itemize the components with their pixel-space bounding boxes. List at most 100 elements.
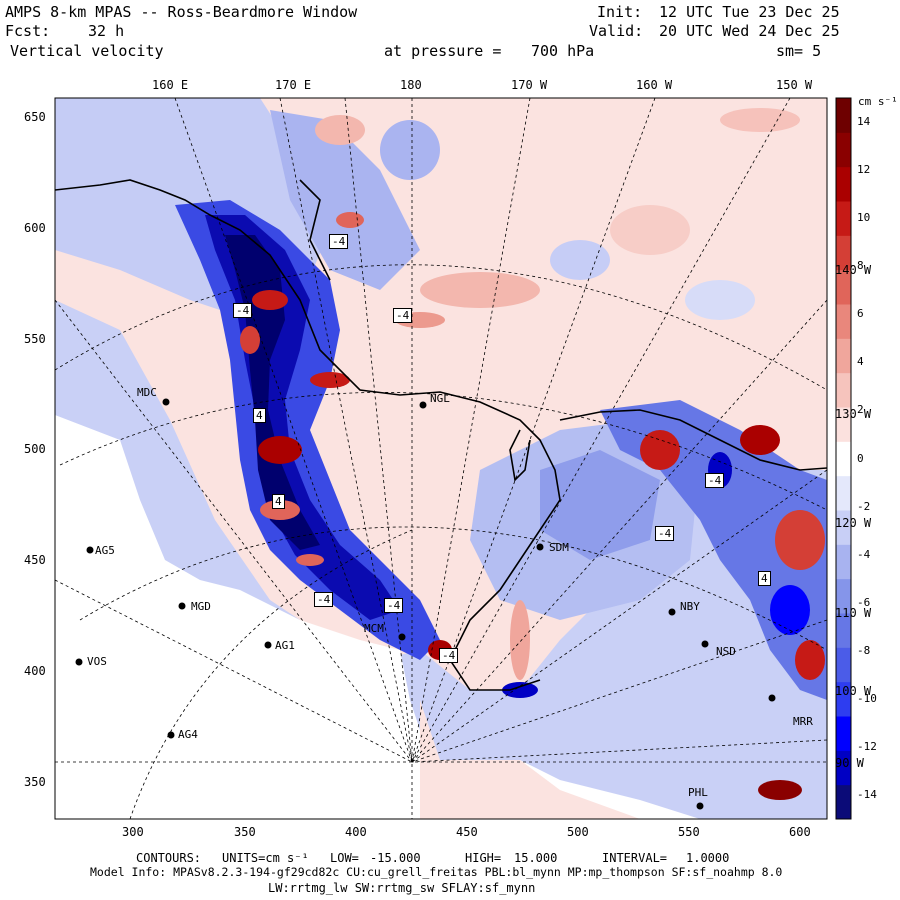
station-dot	[536, 543, 544, 551]
interval-value: 1.0000	[686, 851, 730, 865]
plot-frame	[54, 97, 828, 820]
y-tick: 400	[24, 664, 46, 678]
colorbar-label: 0	[857, 451, 864, 465]
x-tick: 350	[234, 825, 256, 839]
contours-label: CONTOURS:	[136, 851, 202, 865]
colorbar-label: -12	[857, 739, 877, 753]
colorbar-swatch	[836, 441, 851, 477]
station-label: NSD	[716, 645, 736, 658]
station-dot	[768, 694, 776, 702]
colorbar-label: -2	[857, 499, 871, 513]
lon-label-100w: 100 W	[835, 684, 872, 698]
station-dot	[162, 398, 170, 406]
station-label: AG1	[275, 639, 295, 652]
lon-label-170e: 170 E	[275, 78, 312, 92]
contour-label: -4	[655, 526, 675, 541]
station-dot	[696, 802, 704, 810]
x-tick: 600	[789, 825, 811, 839]
colorbar-swatch	[836, 98, 851, 133]
station-label: AG5	[95, 544, 115, 557]
lon-label-160w: 160 W	[636, 78, 673, 92]
level-label: at pressure =	[384, 42, 502, 60]
colorbar-label: 10	[857, 211, 871, 225]
colorbar-label: 12	[857, 163, 871, 177]
colorbar-label: -14	[857, 787, 877, 801]
x-tick: 450	[456, 825, 478, 839]
valid-value: 20 UTC Wed 24 Dec 25	[659, 22, 840, 40]
y-tick: 550	[24, 332, 46, 346]
colorbar-label: -10	[857, 691, 877, 705]
station-label: VOS	[87, 655, 107, 668]
contour-label: -4	[393, 308, 413, 323]
x-tick: 300	[122, 825, 144, 839]
station-dot	[398, 633, 406, 641]
station-label: PHL	[688, 786, 708, 799]
low-label: LOW=	[330, 851, 359, 865]
colorbar-swatch	[836, 578, 851, 614]
y-tick: 500	[24, 442, 46, 456]
station-label: NGL	[430, 392, 450, 405]
low-value: -15.000	[370, 851, 421, 865]
fcst-value: 32 h	[88, 22, 125, 40]
lon-label-120w: 120 W	[835, 516, 872, 530]
colorbar-unit: cm s⁻¹	[858, 95, 898, 108]
station-dot	[167, 731, 175, 739]
colorbar-swatch	[836, 166, 851, 202]
contour-label: -4	[233, 303, 253, 318]
contour-label: -4	[384, 598, 404, 613]
model-info: Model Info: MPASv8.2.3-194-gf29cd82c CU:…	[90, 865, 783, 879]
high-value: 15.000	[514, 851, 558, 865]
station-dot	[419, 401, 427, 409]
colorbar-label: 6	[857, 307, 864, 321]
lon-label-130w: 130 W	[835, 407, 872, 421]
colorbar-swatch	[836, 510, 851, 545]
station-label: NBY	[680, 600, 700, 613]
lon-label-160e: 160 E	[152, 78, 189, 92]
model-info-line2: LW:rrtmg_lw SW:rrtmg_sw SFLAY:sf_mynn	[268, 881, 536, 895]
plot-title: AMPS 8-km MPAS -- Ross-Beardmore Window	[5, 3, 358, 21]
colorbar-swatch	[836, 132, 851, 168]
contour-label: 4	[758, 571, 771, 586]
lon-label-90w: 90 W	[835, 756, 864, 770]
colorbar-label: -8	[857, 643, 871, 657]
station-dot	[75, 658, 83, 666]
y-tick: 450	[24, 553, 46, 567]
station-label: MCM	[364, 622, 384, 635]
station-dot	[178, 602, 186, 610]
station-label: MGD	[191, 600, 211, 613]
graticule	[55, 98, 827, 819]
contour-label: -4	[314, 592, 334, 607]
x-tick: 500	[567, 825, 589, 839]
colorbar-swatch	[836, 269, 851, 305]
station-label: MRR	[793, 715, 813, 728]
high-label: HIGH=	[465, 851, 502, 865]
colorbar-swatch	[836, 750, 851, 786]
units-label: UNITS=cm s⁻¹	[222, 851, 309, 865]
contour-label: -4	[705, 473, 725, 488]
contour-label: 4	[253, 408, 266, 423]
colorbar-swatch	[836, 338, 851, 374]
colorbar-swatch	[836, 544, 851, 580]
colorbar-swatch	[836, 784, 851, 820]
lon-label-150w: 150 W	[776, 78, 813, 92]
station-label: SDM	[549, 541, 569, 554]
fcst-label: Fcst:	[5, 22, 51, 40]
colorbar-swatch	[836, 681, 851, 717]
lon-label-180: 180	[400, 78, 422, 92]
colorbar-label: 4	[857, 355, 864, 369]
smoothing-value: sm= 5	[776, 42, 822, 60]
colorbar-swatch	[836, 304, 851, 339]
level-value: 700 hPa	[531, 42, 595, 60]
velocity-field	[55, 98, 827, 819]
init-label: Init:	[597, 3, 643, 21]
colorbar-label: 8	[857, 259, 864, 273]
station-label: AG4	[178, 728, 198, 741]
init-value: 12 UTC Tue 23 Dec 25	[659, 3, 840, 21]
colorbar-label: 2	[857, 403, 864, 417]
colorbar-swatch	[836, 407, 851, 442]
lon-label-140w: 140 W	[835, 263, 872, 277]
contour-label: -4	[439, 648, 459, 663]
lon-label-110w: 110 W	[835, 606, 872, 620]
station-dot	[668, 608, 676, 616]
